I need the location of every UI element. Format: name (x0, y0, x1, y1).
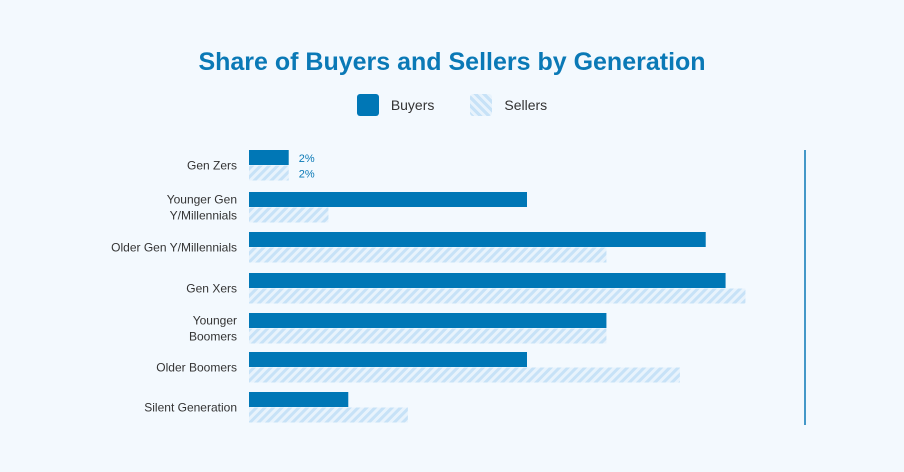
bar-sellers (249, 207, 329, 223)
bar-buyers (249, 392, 349, 407)
bar-sellers (249, 165, 289, 181)
legend-label-sellers: Sellers (504, 97, 548, 113)
bar-sellers (249, 328, 607, 344)
category-label: Gen Xers (186, 282, 237, 296)
bar-buyers (249, 352, 527, 367)
category-label: Older Gen Y/Millennials (111, 241, 237, 255)
bar-buyers (249, 273, 726, 288)
legend-swatch-sellers (470, 94, 493, 116)
bar-buyers (249, 192, 527, 207)
bar-buyers (249, 313, 607, 328)
bar-sellers (249, 288, 746, 304)
category-label: Older Boomers (156, 361, 237, 375)
category-label: Silent Generation (144, 401, 237, 415)
legend-item-sellers: Sellers (470, 94, 547, 116)
bar-buyers (249, 150, 289, 165)
bar-sellers (249, 367, 680, 383)
legend-item-buyers: Buyers (356, 94, 435, 116)
bar-sellers (249, 407, 408, 423)
data-label: 2% (299, 153, 315, 165)
category-label: Boomers (189, 330, 237, 344)
category-label: Younger Gen (167, 193, 237, 207)
legend-label-buyers: Buyers (390, 97, 435, 113)
data-label: 2% (299, 168, 315, 180)
category-label: Gen Zers (187, 159, 237, 173)
bar-sellers (249, 247, 607, 263)
category-label: Younger (193, 314, 237, 328)
legend-swatch-buyers (356, 94, 379, 116)
chart-title: Share of Buyers and Sellers by Generatio… (198, 48, 706, 76)
category-label: Y/Millennials (170, 209, 237, 223)
legend: Buyers Sellers (0, 94, 904, 116)
bar-buyers (249, 232, 706, 247)
